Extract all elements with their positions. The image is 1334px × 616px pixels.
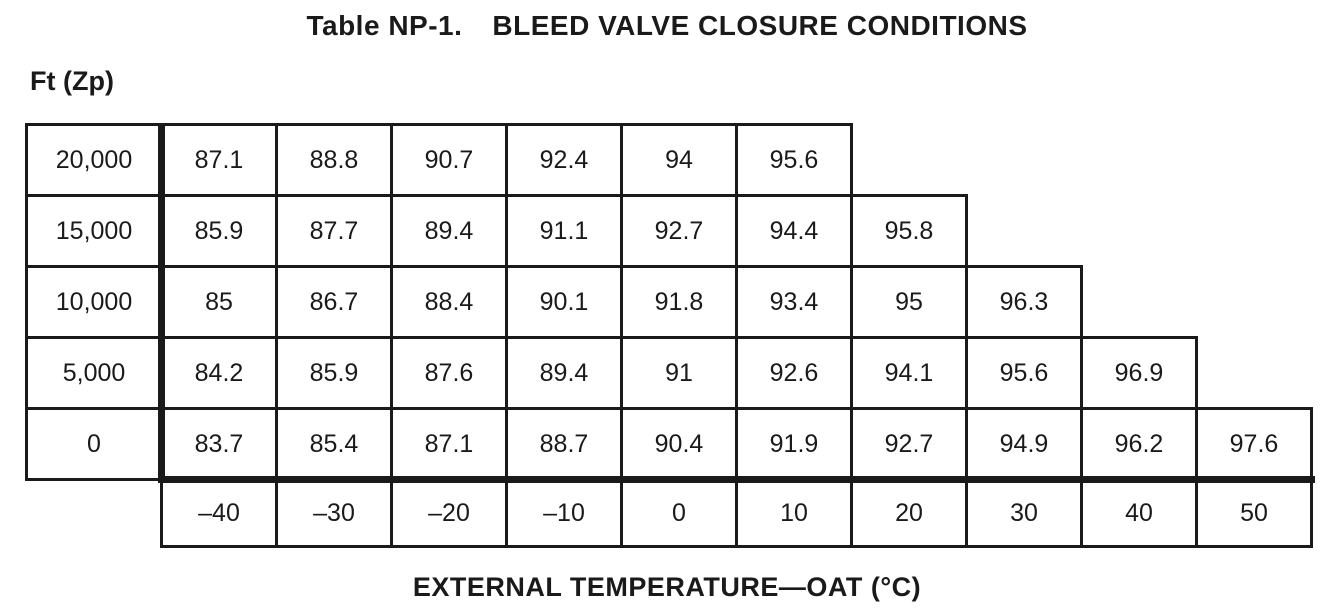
value-cell: 87.6	[390, 336, 508, 410]
value-cell: 94	[620, 123, 738, 197]
value-cell: 95.6	[735, 123, 853, 197]
altitude-cell: 5,000	[25, 336, 163, 410]
altitude-cell: 20,000	[25, 123, 163, 197]
value-cell: 87.1	[390, 407, 508, 481]
value-cell: 89.4	[505, 336, 623, 410]
value-cell: 92.6	[735, 336, 853, 410]
value-cell: 91.1	[505, 194, 623, 268]
value-cell: 94.4	[735, 194, 853, 268]
altitude-cell: 15,000	[25, 194, 163, 268]
value-cell: 85.9	[160, 194, 278, 268]
oat-cell: –20	[390, 478, 508, 548]
value-cell: 94.1	[850, 336, 968, 410]
value-cell: 88.7	[505, 407, 623, 481]
oat-cell: 20	[850, 478, 968, 548]
value-cell: 89.4	[390, 194, 508, 268]
value-cell: 91.8	[620, 265, 738, 339]
value-cell: 95.6	[965, 336, 1083, 410]
value-cell: 92.7	[850, 407, 968, 481]
oat-cell: 50	[1195, 478, 1313, 548]
value-cell: 95.8	[850, 194, 968, 268]
altitude-axis-label: Ft (Zp)	[30, 66, 114, 96]
table-title: Table NP-1. BLEED VALVE CLOSURE CONDITION…	[0, 10, 1334, 42]
value-cell: 95	[850, 265, 968, 339]
value-cell: 90.7	[390, 123, 508, 197]
value-cell: 86.7	[275, 265, 393, 339]
temperature-axis-label: EXTERNAL TEMPERATURE—OAT (°C)	[412, 572, 922, 602]
oat-cell: 10	[735, 478, 853, 548]
value-cell: 92.7	[620, 194, 738, 268]
value-cell: 85.9	[275, 336, 393, 410]
value-cell: 96.2	[1080, 407, 1198, 481]
oat-cell: –40	[160, 478, 278, 548]
value-cell: 87.1	[160, 123, 278, 197]
oat-cell: –10	[505, 478, 623, 548]
value-cell: 85	[160, 265, 278, 339]
value-cell: 94.9	[965, 407, 1083, 481]
value-cell: 90.1	[505, 265, 623, 339]
value-cell: 84.2	[160, 336, 278, 410]
altitude-cell: 0	[25, 407, 163, 481]
oat-cell: –30	[275, 478, 393, 548]
value-cell: 97.6	[1195, 407, 1313, 481]
value-cell: 91	[620, 336, 738, 410]
value-cell: 85.4	[275, 407, 393, 481]
altitude-cell: 10,000	[25, 265, 163, 339]
value-cell: 96.3	[965, 265, 1083, 339]
value-cell: 87.7	[275, 194, 393, 268]
table-caption: BLEED VALVE CLOSURE CONDITIONS	[492, 10, 1028, 41]
value-cell: 88.4	[390, 265, 508, 339]
oat-divider-rule	[158, 476, 1315, 483]
value-cell: 90.4	[620, 407, 738, 481]
altitude-divider-rule	[158, 123, 165, 481]
table-number: Table NP-1.	[306, 10, 463, 41]
bleed-valve-closure-table: 20,000 87.1 88.8 90.7 92.4 94 95.6 15,000 85.9 87…	[25, 123, 1320, 553]
value-cell: 92.4	[505, 123, 623, 197]
oat-cell: 40	[1080, 478, 1198, 548]
value-cell: 88.8	[275, 123, 393, 197]
oat-cell: 0	[620, 478, 738, 548]
value-cell: 93.4	[735, 265, 853, 339]
value-cell: 83.7	[160, 407, 278, 481]
value-cell: 91.9	[735, 407, 853, 481]
oat-cell: 30	[965, 478, 1083, 548]
value-cell: 96.9	[1080, 336, 1198, 410]
